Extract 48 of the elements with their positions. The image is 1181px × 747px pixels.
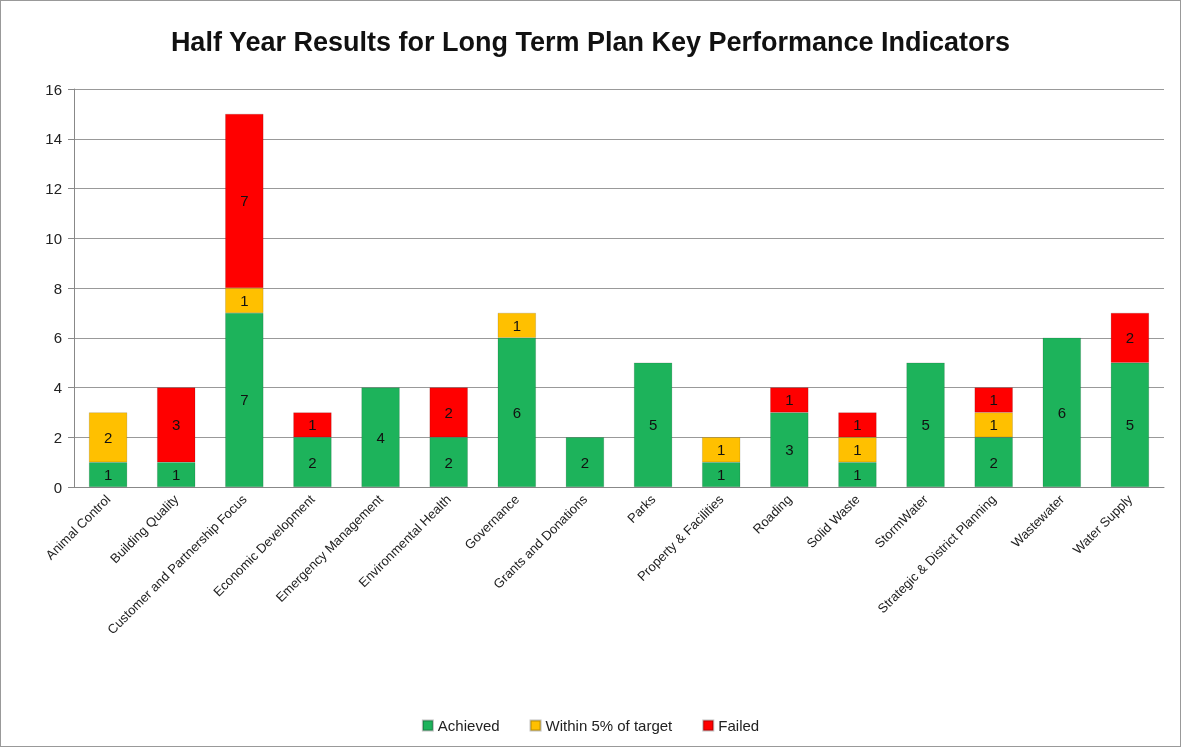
data-label: 7 <box>240 192 249 210</box>
data-label: 2 <box>444 453 453 471</box>
data-label: 1 <box>717 466 726 484</box>
y-tick-label: 2 <box>53 428 62 446</box>
data-label: 6 <box>1057 403 1066 421</box>
data-label: 2 <box>989 453 998 471</box>
data-label: 1 <box>103 466 113 484</box>
data-label: 5 <box>1125 416 1135 434</box>
data-label: 2 <box>444 403 453 421</box>
data-label: 3 <box>785 441 794 459</box>
data-label: 1 <box>785 391 794 409</box>
data-label: 1 <box>717 441 726 459</box>
chart-title: Half Year Results for Long Term Plan Key Performance Indicators <box>170 26 1011 57</box>
bar <box>565 437 605 487</box>
data-label: 4 <box>376 428 385 446</box>
y-tick-label: 0 <box>53 478 62 496</box>
y-tick-label: 4 <box>53 379 62 396</box>
bar <box>633 362 673 487</box>
data-label: 1 <box>240 291 249 309</box>
y-tick-label: 16 <box>45 80 62 98</box>
y-tick-label: 6 <box>53 329 62 347</box>
data-label: 6 <box>512 403 521 421</box>
bar <box>361 387 400 487</box>
bar <box>1042 337 1081 487</box>
legend-label: Achieved <box>437 717 500 734</box>
data-label: 1 <box>853 416 862 434</box>
data-label: 2 <box>580 453 590 471</box>
data-label: 1 <box>853 441 862 459</box>
data-label: 1 <box>989 416 998 434</box>
legend-label: Failed <box>718 717 760 734</box>
data-label: 2 <box>103 428 113 446</box>
data-label: 3 <box>172 416 181 434</box>
data-label: 1 <box>989 391 998 409</box>
data-label: 1 <box>172 466 181 484</box>
data-label: 1 <box>512 316 521 334</box>
data-label: 7 <box>240 391 249 409</box>
data-label: 2 <box>1125 329 1135 347</box>
y-tick-label: 10 <box>45 229 62 247</box>
bar <box>906 362 945 487</box>
y-tick-label: 8 <box>53 279 62 297</box>
data-label: 5 <box>921 416 930 434</box>
legend-label: Within 5% of target <box>545 717 674 734</box>
data-label: 1 <box>308 416 317 434</box>
data-label: 2 <box>308 453 317 471</box>
y-tick-label: 14 <box>45 130 62 148</box>
data-label: 1 <box>853 466 862 484</box>
data-label: 5 <box>648 416 658 434</box>
y-tick-label: 12 <box>45 180 62 197</box>
